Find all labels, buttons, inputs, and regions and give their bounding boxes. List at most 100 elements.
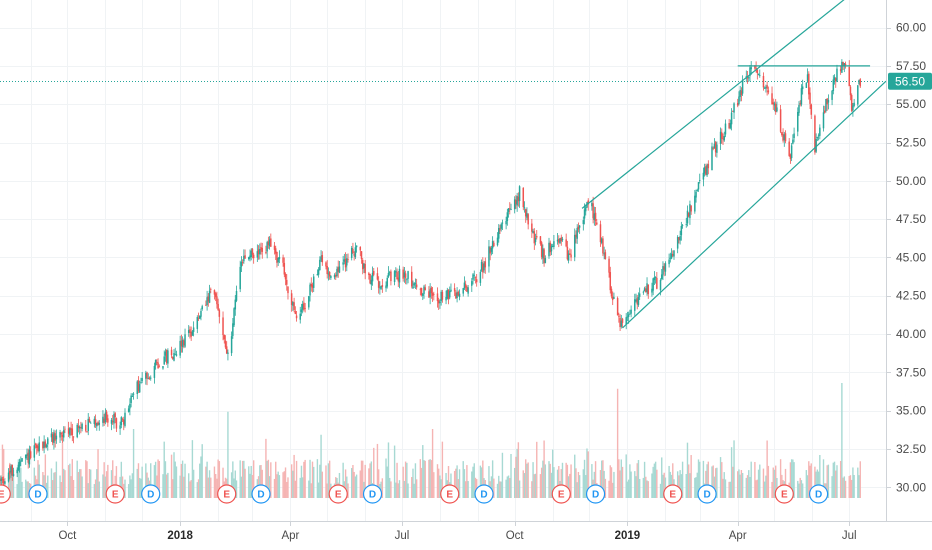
candle-body	[38, 442, 40, 452]
volume-bar	[131, 473, 134, 498]
volume-bar	[98, 481, 100, 498]
candle-body	[466, 287, 468, 292]
candle-body	[4, 481, 6, 484]
time-scale[interactable]: Oct 2018 Apr Jul Oct 2019 Apr Jul	[58, 522, 857, 542]
dividend-marker[interactable]: D	[585, 484, 606, 504]
volume-bar	[749, 476, 751, 498]
volume-bar	[467, 481, 469, 498]
volume-bar	[165, 474, 168, 498]
volume-bar	[137, 463, 140, 498]
volume-bar	[748, 470, 750, 498]
dividend-marker[interactable]: D	[362, 484, 383, 504]
candle-body	[728, 123, 730, 129]
candle-body	[711, 146, 713, 171]
dividend-marker[interactable]: D	[251, 484, 271, 504]
candle-body	[395, 270, 397, 273]
candle-body	[17, 464, 20, 471]
dividend-marker[interactable]: D	[474, 484, 494, 504]
event-marker-circle	[217, 484, 237, 504]
volume-bar	[510, 454, 512, 498]
candle-body	[548, 242, 550, 257]
candle-body	[308, 296, 310, 308]
candle-body	[387, 272, 390, 277]
volume-bar	[616, 388, 619, 498]
volume-bar	[664, 477, 667, 498]
earnings-marker[interactable]: E	[217, 484, 237, 504]
volume-bar	[278, 475, 281, 498]
candle-body	[767, 90, 770, 93]
volume-bar	[355, 474, 358, 498]
candle-body	[406, 279, 408, 281]
candle-body	[316, 274, 319, 276]
volume-bar	[352, 465, 354, 498]
volume-bar	[415, 479, 418, 498]
volume-bar	[326, 483, 328, 498]
candle-body	[420, 288, 423, 296]
earnings-marker[interactable]: E	[663, 484, 683, 504]
volume-bar	[359, 470, 361, 498]
candle-body	[424, 287, 426, 291]
volume-bar	[646, 480, 648, 498]
candle-body	[620, 320, 623, 327]
dividend-marker[interactable]: D	[141, 484, 161, 504]
candle-body	[42, 441, 44, 449]
earnings-marker[interactable]: E	[0, 484, 11, 504]
candle-body	[386, 277, 388, 287]
volume-bar	[154, 461, 157, 498]
candle-body	[716, 144, 718, 153]
volume-bar	[608, 480, 610, 498]
earnings-marker[interactable]: E	[551, 484, 571, 504]
candle-body	[398, 268, 401, 283]
volume-bar	[620, 459, 622, 498]
candle-body	[321, 255, 324, 263]
earnings-marker[interactable]: E	[440, 484, 460, 504]
candle-body	[274, 248, 277, 254]
dividend-marker[interactable]: D	[28, 484, 48, 504]
volume-bar	[205, 466, 207, 498]
volume-bar	[612, 482, 614, 498]
candle-body	[637, 296, 640, 305]
candle-body	[858, 79, 860, 85]
earnings-marker[interactable]: E	[105, 484, 125, 504]
dividend-marker[interactable]: D	[808, 484, 829, 504]
volume-bar	[740, 470, 743, 498]
volume-bar	[852, 467, 854, 498]
volume-bar	[792, 459, 794, 498]
candle-body	[516, 196, 518, 206]
price-scale[interactable]: 60.00 57.50 55.00 52.50 50.00 47.50 45.00 42.50…	[887, 21, 926, 495]
volume-bar	[206, 461, 208, 498]
candle-body	[76, 424, 78, 438]
candle-body	[201, 306, 203, 310]
volume-bar	[1, 444, 4, 498]
candle-body	[849, 86, 852, 96]
volume-bar	[688, 464, 690, 498]
x-tick-label: Apr	[729, 530, 747, 542]
volume-bar	[699, 461, 701, 498]
volume-bar	[756, 479, 759, 498]
candle-body	[510, 209, 512, 210]
volume-bar	[294, 480, 297, 498]
candle-body	[647, 284, 650, 295]
volume-bar	[472, 466, 474, 498]
candle-body	[749, 67, 751, 77]
volume-bar	[636, 463, 638, 498]
x-tick-label: Jul	[395, 530, 410, 542]
candle-body	[736, 102, 739, 106]
earnings-marker[interactable]: E	[328, 484, 348, 504]
volume-bar	[447, 466, 450, 498]
dividend-marker[interactable]: D	[697, 484, 717, 504]
earnings-marker[interactable]: E	[774, 484, 794, 504]
candle-body	[111, 421, 114, 423]
candle-body	[20, 460, 22, 462]
candle-body	[627, 314, 630, 317]
volume-bar	[173, 452, 175, 498]
volume-bar	[327, 463, 330, 498]
candle-body	[119, 425, 121, 429]
candle-body	[205, 304, 207, 306]
candle-body	[293, 302, 295, 310]
x-tick-label: Oct	[506, 530, 525, 542]
volume-bar	[266, 460, 268, 498]
candle-body	[458, 293, 461, 298]
candle-body	[244, 255, 246, 259]
